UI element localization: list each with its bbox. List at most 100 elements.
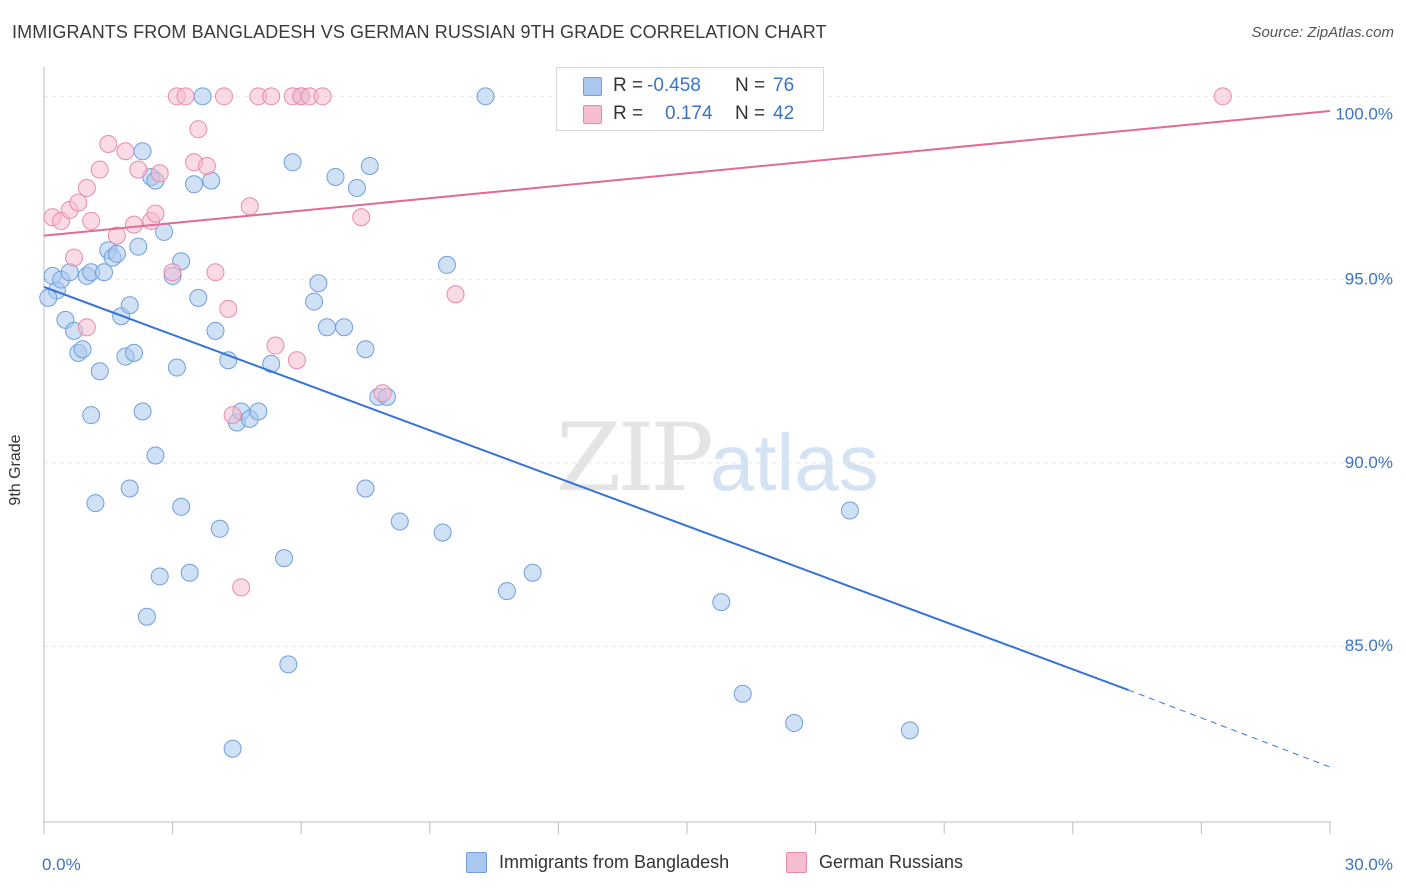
bangladesh-point [86, 494, 105, 513]
legend-n-label: N = [735, 103, 766, 124]
bangladesh-point [283, 153, 302, 172]
german-russian-point [107, 226, 126, 245]
bangladesh-point [210, 519, 229, 538]
bangladesh-point [497, 582, 516, 601]
bangladesh-point [167, 358, 186, 377]
y-tick-label: 95.0% [1345, 270, 1393, 289]
bangladesh-point [133, 142, 152, 161]
bangladesh-trendline [43, 285, 1129, 691]
watermark-atlas: atlas [709, 418, 879, 507]
bangladesh-point [437, 255, 456, 274]
german-russian-point [163, 263, 182, 282]
german-russian-point [82, 211, 101, 230]
watermark-zip: ZIP [556, 404, 714, 513]
german-russian-point [65, 248, 84, 267]
legend-label-german-russians: German Russians [819, 852, 964, 872]
bangladesh-point [279, 655, 298, 674]
german-russian-point [219, 299, 238, 318]
german-russian-point [373, 384, 392, 403]
bangladesh-point [317, 318, 336, 337]
chart-title: IMMIGRANTS FROM BANGLADESH VS GERMAN RUS… [12, 22, 827, 42]
bangladesh-point [305, 292, 324, 311]
bangladesh-trendline-extension [1128, 689, 1331, 768]
german-russian-point [215, 87, 234, 106]
bangladesh-point [137, 607, 156, 626]
german-russian-point [197, 156, 216, 175]
legend-r-label: R = [613, 75, 644, 96]
bangladesh-point [120, 296, 139, 315]
bangladesh-point [133, 402, 152, 421]
german-russian-point [150, 164, 169, 183]
bangladesh-point [347, 178, 366, 197]
bangladesh-point [356, 340, 375, 359]
bangladesh-point [275, 549, 294, 568]
bangladesh-point [185, 175, 204, 194]
x-tick-label: 0.0% [42, 855, 81, 874]
bangladesh-point [107, 244, 126, 263]
legend-r-label: R = [613, 103, 644, 124]
bangladesh-point [90, 362, 109, 381]
pink-swatch [583, 104, 602, 124]
german-russian-point [266, 336, 285, 355]
bangladesh-point [476, 87, 495, 106]
german-russian-point [77, 318, 96, 337]
blue-swatch [583, 76, 602, 96]
german-russian-point [313, 87, 332, 106]
legend-r-value: 0.174 [665, 103, 713, 124]
german-russian-point [232, 578, 251, 597]
y-tick-label: 85.0% [1345, 636, 1393, 655]
legend-label-bangladesh: Immigrants from Bangladesh [499, 852, 730, 872]
bangladesh-point [206, 321, 225, 340]
german-russian-point [116, 142, 135, 161]
legend-item-bangladesh: Immigrants from Bangladesh [466, 852, 729, 873]
stats-legend: R = -0.458 N = 76 R = 0.174 N = 42 [556, 67, 824, 131]
x-tick-label: 30.0% [1345, 855, 1393, 874]
german-russian-point [223, 406, 242, 425]
bangladesh-point [150, 567, 169, 586]
german-russian-point [90, 160, 109, 179]
bangladesh-swatch [466, 852, 487, 873]
bangladesh-point [39, 288, 58, 307]
legend-r-value: -0.458 [647, 75, 701, 96]
german-russian-point [146, 204, 165, 223]
bangladesh-point [249, 402, 268, 421]
bangladesh-point [733, 684, 752, 703]
german-russian-point [262, 87, 281, 106]
german-russian-point [69, 193, 88, 212]
german-russian-point [206, 263, 225, 282]
bangladesh-point [95, 263, 114, 282]
bangladesh-point [120, 479, 139, 498]
german-russian-point [129, 160, 148, 179]
german-russian-point [189, 120, 208, 139]
bangladesh-point [840, 501, 859, 520]
german-russian-point [287, 351, 306, 370]
bangladesh-point [433, 523, 452, 542]
bangladesh-point [180, 563, 199, 582]
german-russian-point [446, 285, 465, 304]
bangladesh-point [360, 156, 379, 175]
german-russian-point [1213, 87, 1232, 106]
bangladesh-point [390, 512, 409, 531]
y-tick-label: 100.0% [1335, 104, 1393, 123]
german-russian-point [352, 208, 371, 227]
bangladesh-point [73, 340, 92, 359]
bangladesh-point [125, 343, 144, 362]
bangladesh-point [712, 593, 731, 612]
legend-n-label: N = [735, 75, 766, 96]
german-russian-point [240, 197, 259, 216]
german-russian-trendline [43, 109, 1331, 237]
german-russian-point [99, 134, 118, 153]
german-russians-swatch [786, 852, 807, 873]
legend-n-value: 42 [773, 103, 795, 124]
bangladesh-point [356, 479, 375, 498]
bangladesh-point [146, 446, 165, 465]
bangladesh-point [82, 406, 101, 425]
source-label: Source: ZipAtlas.com [1251, 24, 1394, 41]
bangladesh-point [193, 87, 212, 106]
bangladesh-point [523, 563, 542, 582]
legend-item-german-russians: German Russians [786, 852, 963, 873]
bangladesh-point [223, 739, 242, 758]
german-russian-point [125, 215, 144, 234]
bangladesh-point [189, 288, 208, 307]
german-russian-point [77, 178, 96, 197]
